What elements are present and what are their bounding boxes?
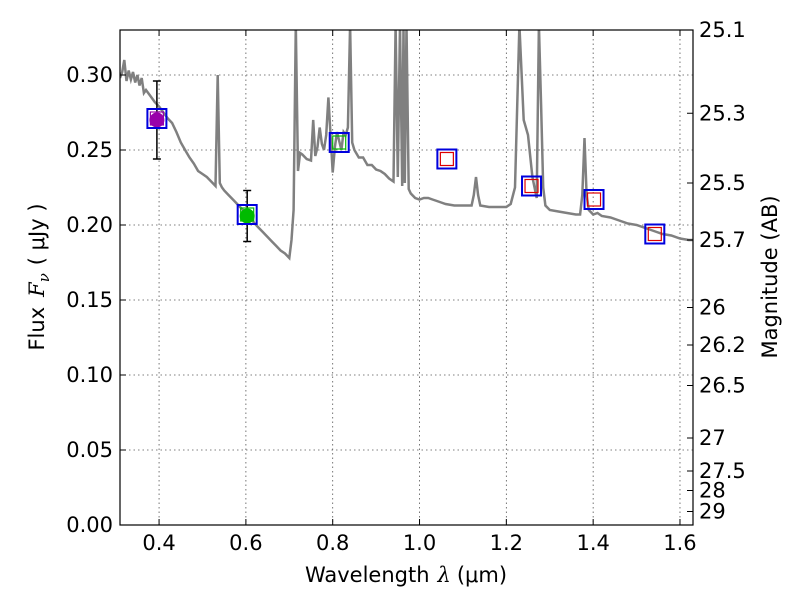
model-box-outer	[521, 175, 543, 197]
markers	[146, 80, 666, 245]
model-box-outer	[583, 189, 605, 210]
model-box-inner	[240, 207, 255, 222]
x-tick-label: 1.6	[663, 531, 696, 555]
y-tick-label: 0.00	[66, 513, 113, 537]
x-tick-label: 1.4	[576, 531, 609, 555]
ticks: 0.4 0.6 0.8 1.0 1.2 1.4 1.6 0.00 0.05 0.10 0.15 0.2…	[66, 18, 746, 555]
model-box-outer	[146, 108, 168, 129]
model-box-inner	[439, 151, 454, 167]
y2-tick-label: 29	[699, 500, 726, 524]
plot-area	[120, 30, 693, 261]
model-box-outer	[436, 148, 458, 170]
x-tick-label: 0.4	[142, 531, 175, 555]
y2-tick-label: 25.7	[699, 228, 746, 252]
y2-axis-label: Magnitude (AB)	[758, 195, 782, 358]
model-box-outer	[644, 223, 666, 245]
y-tick-label: 0.30	[66, 63, 113, 87]
y2-tick-label: 27	[699, 426, 726, 450]
y2-tick-label: 25.5	[699, 171, 746, 195]
y2-tick-label: 26	[699, 296, 726, 320]
y-tick-label: 0.15	[66, 288, 113, 312]
x-tick-label: 1.0	[403, 531, 436, 555]
sed-model-line	[120, 30, 693, 261]
y-tick-label: 0.10	[66, 363, 113, 387]
y2-tick-label: 26.2	[699, 333, 746, 357]
y-tick-label: 0.20	[66, 213, 113, 237]
y2-tick-label: 25.3	[699, 101, 746, 125]
y-tick-label: 0.05	[66, 438, 113, 462]
model-box-outer	[236, 204, 258, 225]
plot-frame	[119, 29, 694, 526]
y-tick-label: 0.25	[66, 138, 113, 162]
model-box-inner	[647, 226, 662, 242]
y2-tick-label: 26.5	[699, 374, 746, 398]
y-axis-label: FluxFν( μJy )	[25, 203, 53, 350]
observed-point-violet	[149, 112, 165, 128]
y2-tick-label: 27.5	[699, 459, 746, 483]
x-tick-label: 0.8	[316, 531, 349, 555]
model-box-inner	[524, 178, 539, 194]
x-axis-label: Wavelength λ (μm)	[305, 563, 507, 587]
model-box-inner	[332, 135, 347, 150]
observed-point-green	[239, 208, 255, 224]
model-box-inner	[586, 192, 602, 207]
model-box-inner	[149, 111, 164, 126]
y2-tick-label: 25.1	[699, 18, 746, 42]
y2-tick-label: 28	[699, 479, 726, 503]
x-tick-label: 1.2	[490, 531, 523, 555]
x-tick-label: 0.6	[229, 531, 262, 555]
model-box-outer	[328, 132, 350, 153]
